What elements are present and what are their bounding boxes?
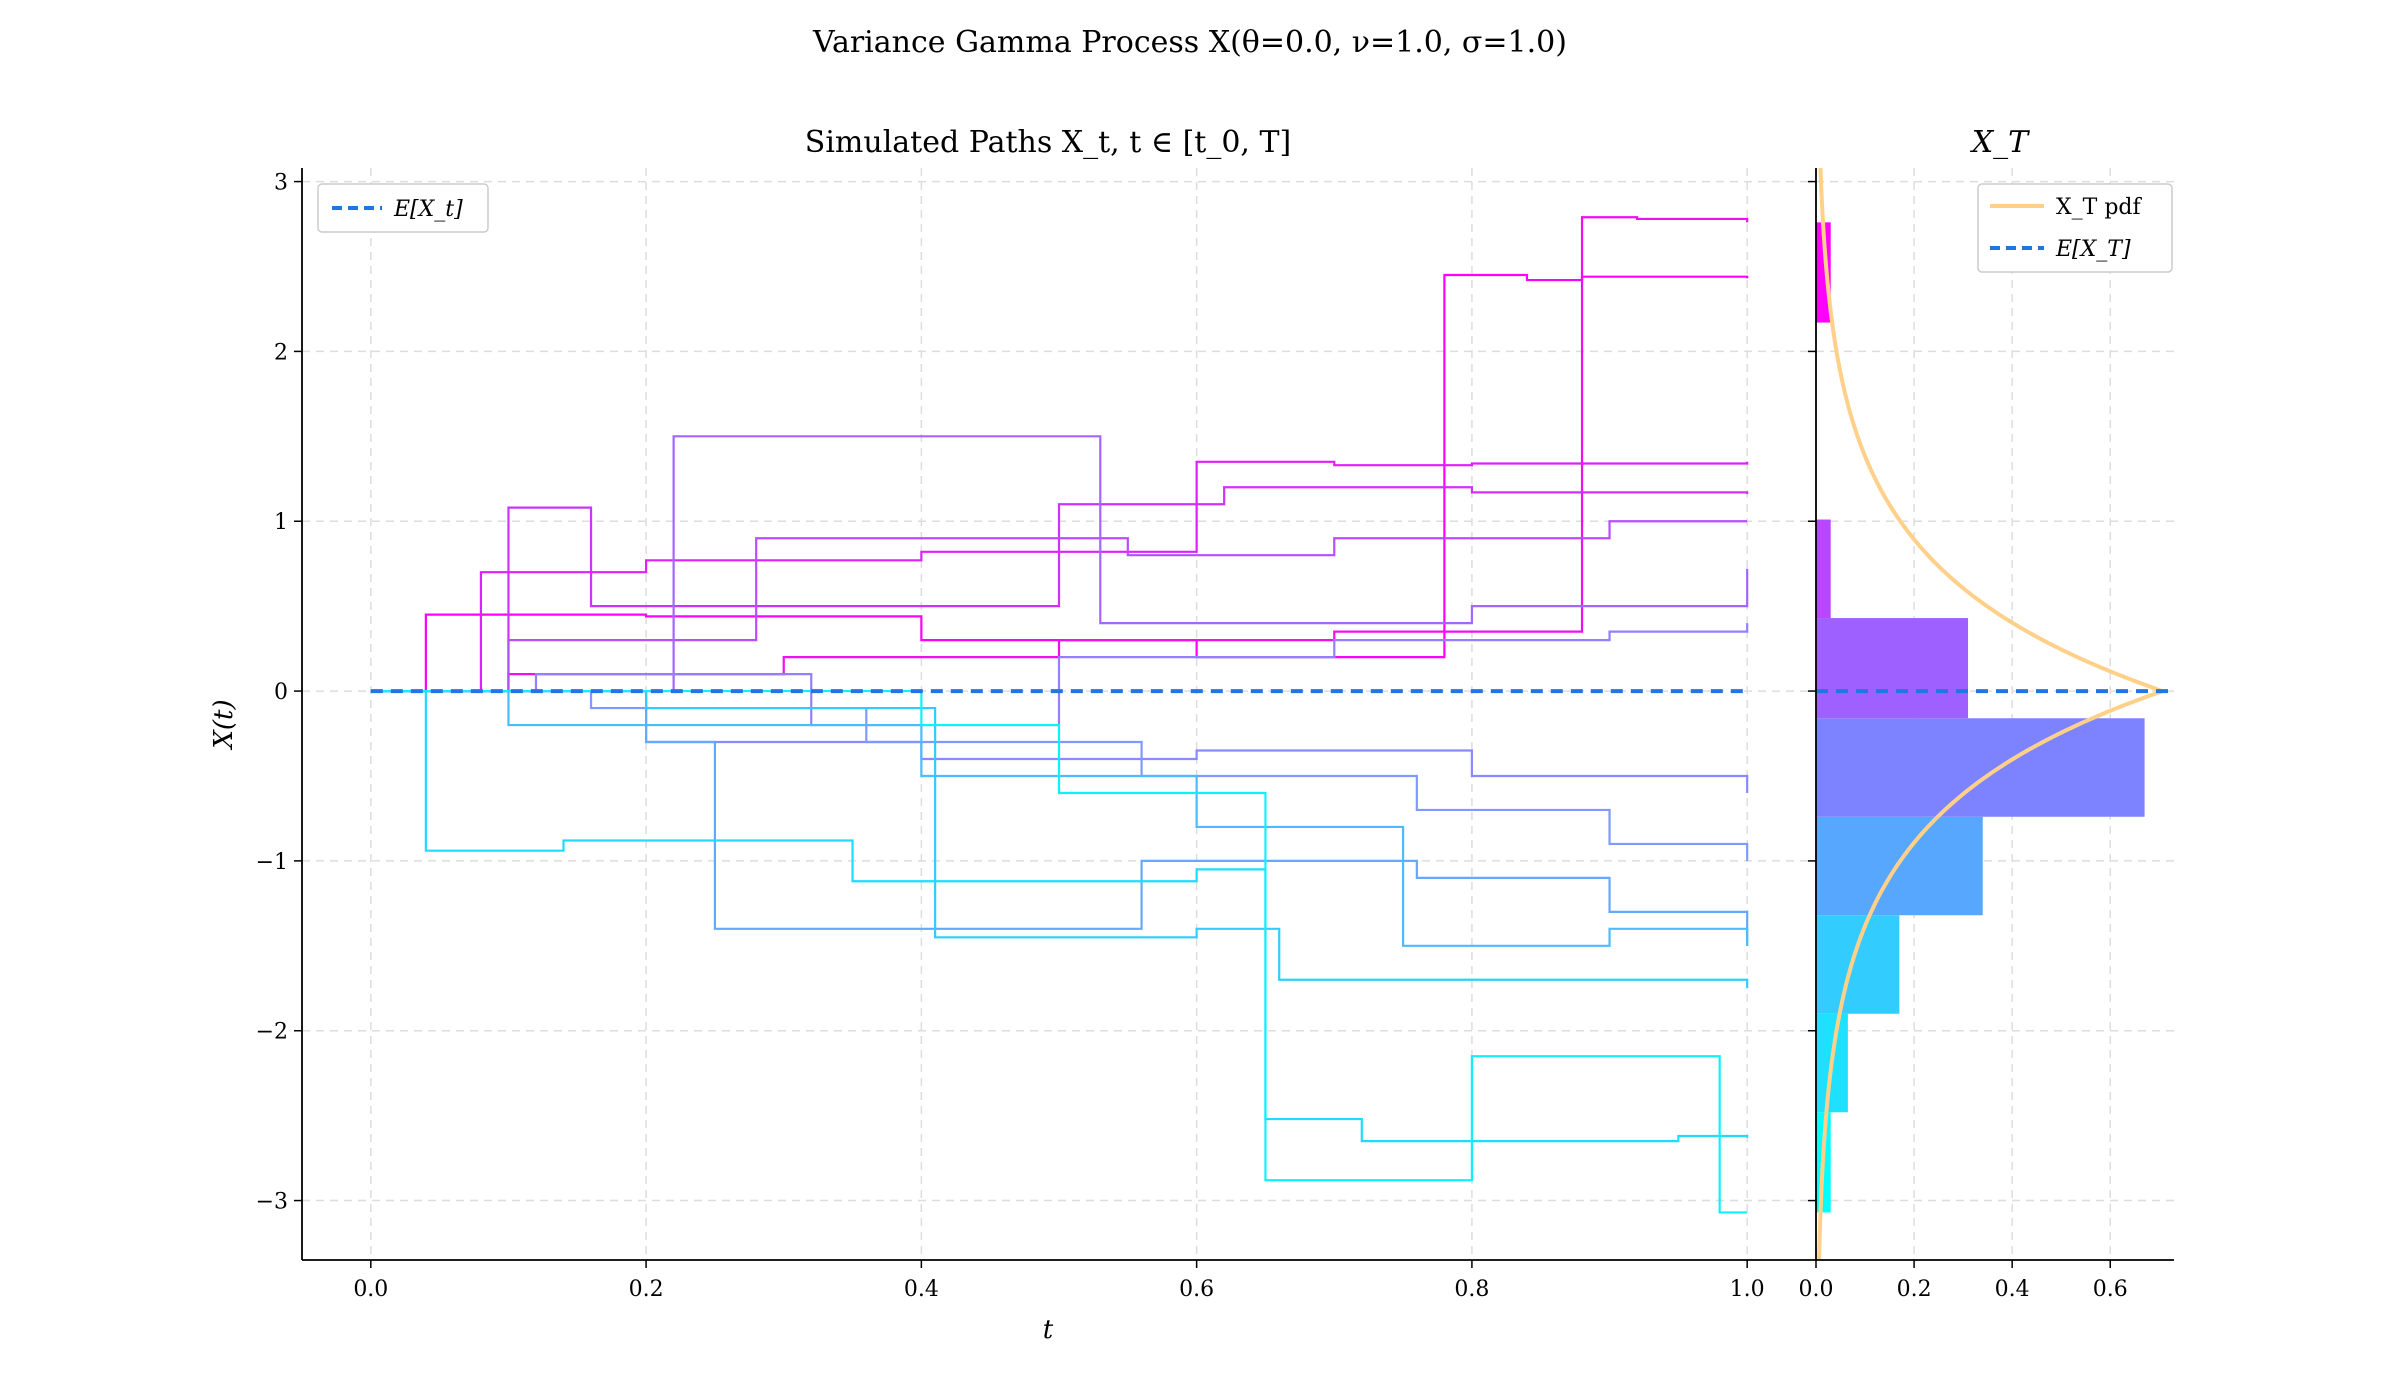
side-bars bbox=[1816, 222, 2145, 1213]
main-x-tick-label: 0.0 bbox=[353, 1277, 388, 1302]
main-legend-mean-label: E[X_t] bbox=[393, 197, 463, 222]
main-series bbox=[370, 216, 1749, 1214]
main-plot: 0.0 0.2 0.4 0.6 0.8 1.0 −3 −2 −1 0 1 2 3 Simulated P… bbox=[209, 125, 1816, 1345]
main-x-tick-label: 0.2 bbox=[629, 1277, 664, 1302]
side-hist-bar-5 bbox=[1816, 618, 1969, 719]
side-x-tick-label: 0.6 bbox=[2093, 1277, 2128, 1302]
main-x-axis-label: t bbox=[1043, 1315, 1054, 1345]
main-y-axis-label: X(t) bbox=[209, 699, 239, 750]
main-y-tick-label: 2 bbox=[274, 340, 288, 365]
side-plot: 0.0 0.2 0.4 0.6 X_T X_T pdf E[X_T] bbox=[1799, 125, 2174, 1302]
main-path-series-0 bbox=[370, 273, 1749, 693]
main-plot-title: Simulated Paths X_t, t ∈ [t_0, T] bbox=[805, 125, 1291, 160]
main-axes: 0.0 0.2 0.4 0.6 0.8 1.0 −3 −2 −1 0 1 2 3 bbox=[256, 168, 1816, 1302]
side-x-tick-label: 0.2 bbox=[1897, 1277, 1932, 1302]
side-hist-bar-6 bbox=[1816, 519, 1831, 619]
main-x-tick-label: 0.8 bbox=[1454, 1277, 1489, 1302]
main-path-series-10 bbox=[370, 689, 1749, 947]
main-y-tick-label: −2 bbox=[256, 1020, 288, 1045]
main-y-tick-label: 1 bbox=[274, 510, 288, 535]
main-x-tick-label: 0.6 bbox=[1179, 1277, 1214, 1302]
main-path-series-4 bbox=[370, 520, 1748, 693]
side-axes: 0.0 0.2 0.4 0.6 bbox=[1799, 168, 2174, 1302]
side-plot-title: X_T bbox=[1970, 125, 2030, 160]
main-path-series-6 bbox=[370, 623, 1749, 727]
main-y-tick-label: 3 bbox=[274, 171, 288, 196]
side-pdf-curve bbox=[1817, 167, 2169, 1261]
side-x-tick-label: 0.0 bbox=[1799, 1277, 1834, 1302]
main-y-tick-label: −3 bbox=[256, 1190, 288, 1215]
side-hist-bar-2 bbox=[1816, 915, 1900, 1014]
main-grid bbox=[302, 168, 1816, 1260]
side-hist-bar-3 bbox=[1816, 816, 1983, 916]
main-path-series-12 bbox=[370, 689, 1749, 1143]
main-path-series-3 bbox=[370, 486, 1749, 693]
main-y-tick-label: 0 bbox=[274, 680, 288, 705]
main-path-series-11 bbox=[370, 689, 1749, 989]
main-path-series-1 bbox=[370, 216, 1749, 693]
main-legend: E[X_t] bbox=[317, 183, 489, 233]
main-path-series-9 bbox=[370, 689, 1749, 946]
main-path-series-13 bbox=[370, 689, 1748, 1214]
figure-suptitle: Variance Gamma Process X(θ=0.0, ν=1.0, σ… bbox=[812, 25, 1567, 60]
side-x-tick-label: 0.4 bbox=[1995, 1277, 2030, 1302]
side-legend-pdf-label: X_T pdf bbox=[2056, 195, 2142, 220]
main-path-series-2 bbox=[370, 460, 1749, 693]
main-legend-box bbox=[317, 183, 489, 233]
side-hist-bar-8 bbox=[1816, 222, 1831, 323]
side-legend: X_T pdf E[X_T] bbox=[1977, 183, 2173, 273]
side-legend-mean-label: E[X_T] bbox=[2055, 237, 2131, 262]
main-x-tick-label: 1.0 bbox=[1730, 1277, 1765, 1302]
side-hist-bar-4 bbox=[1816, 718, 2145, 817]
main-x-tick-label: 0.4 bbox=[904, 1277, 939, 1302]
main-y-tick-label: −1 bbox=[256, 850, 288, 875]
